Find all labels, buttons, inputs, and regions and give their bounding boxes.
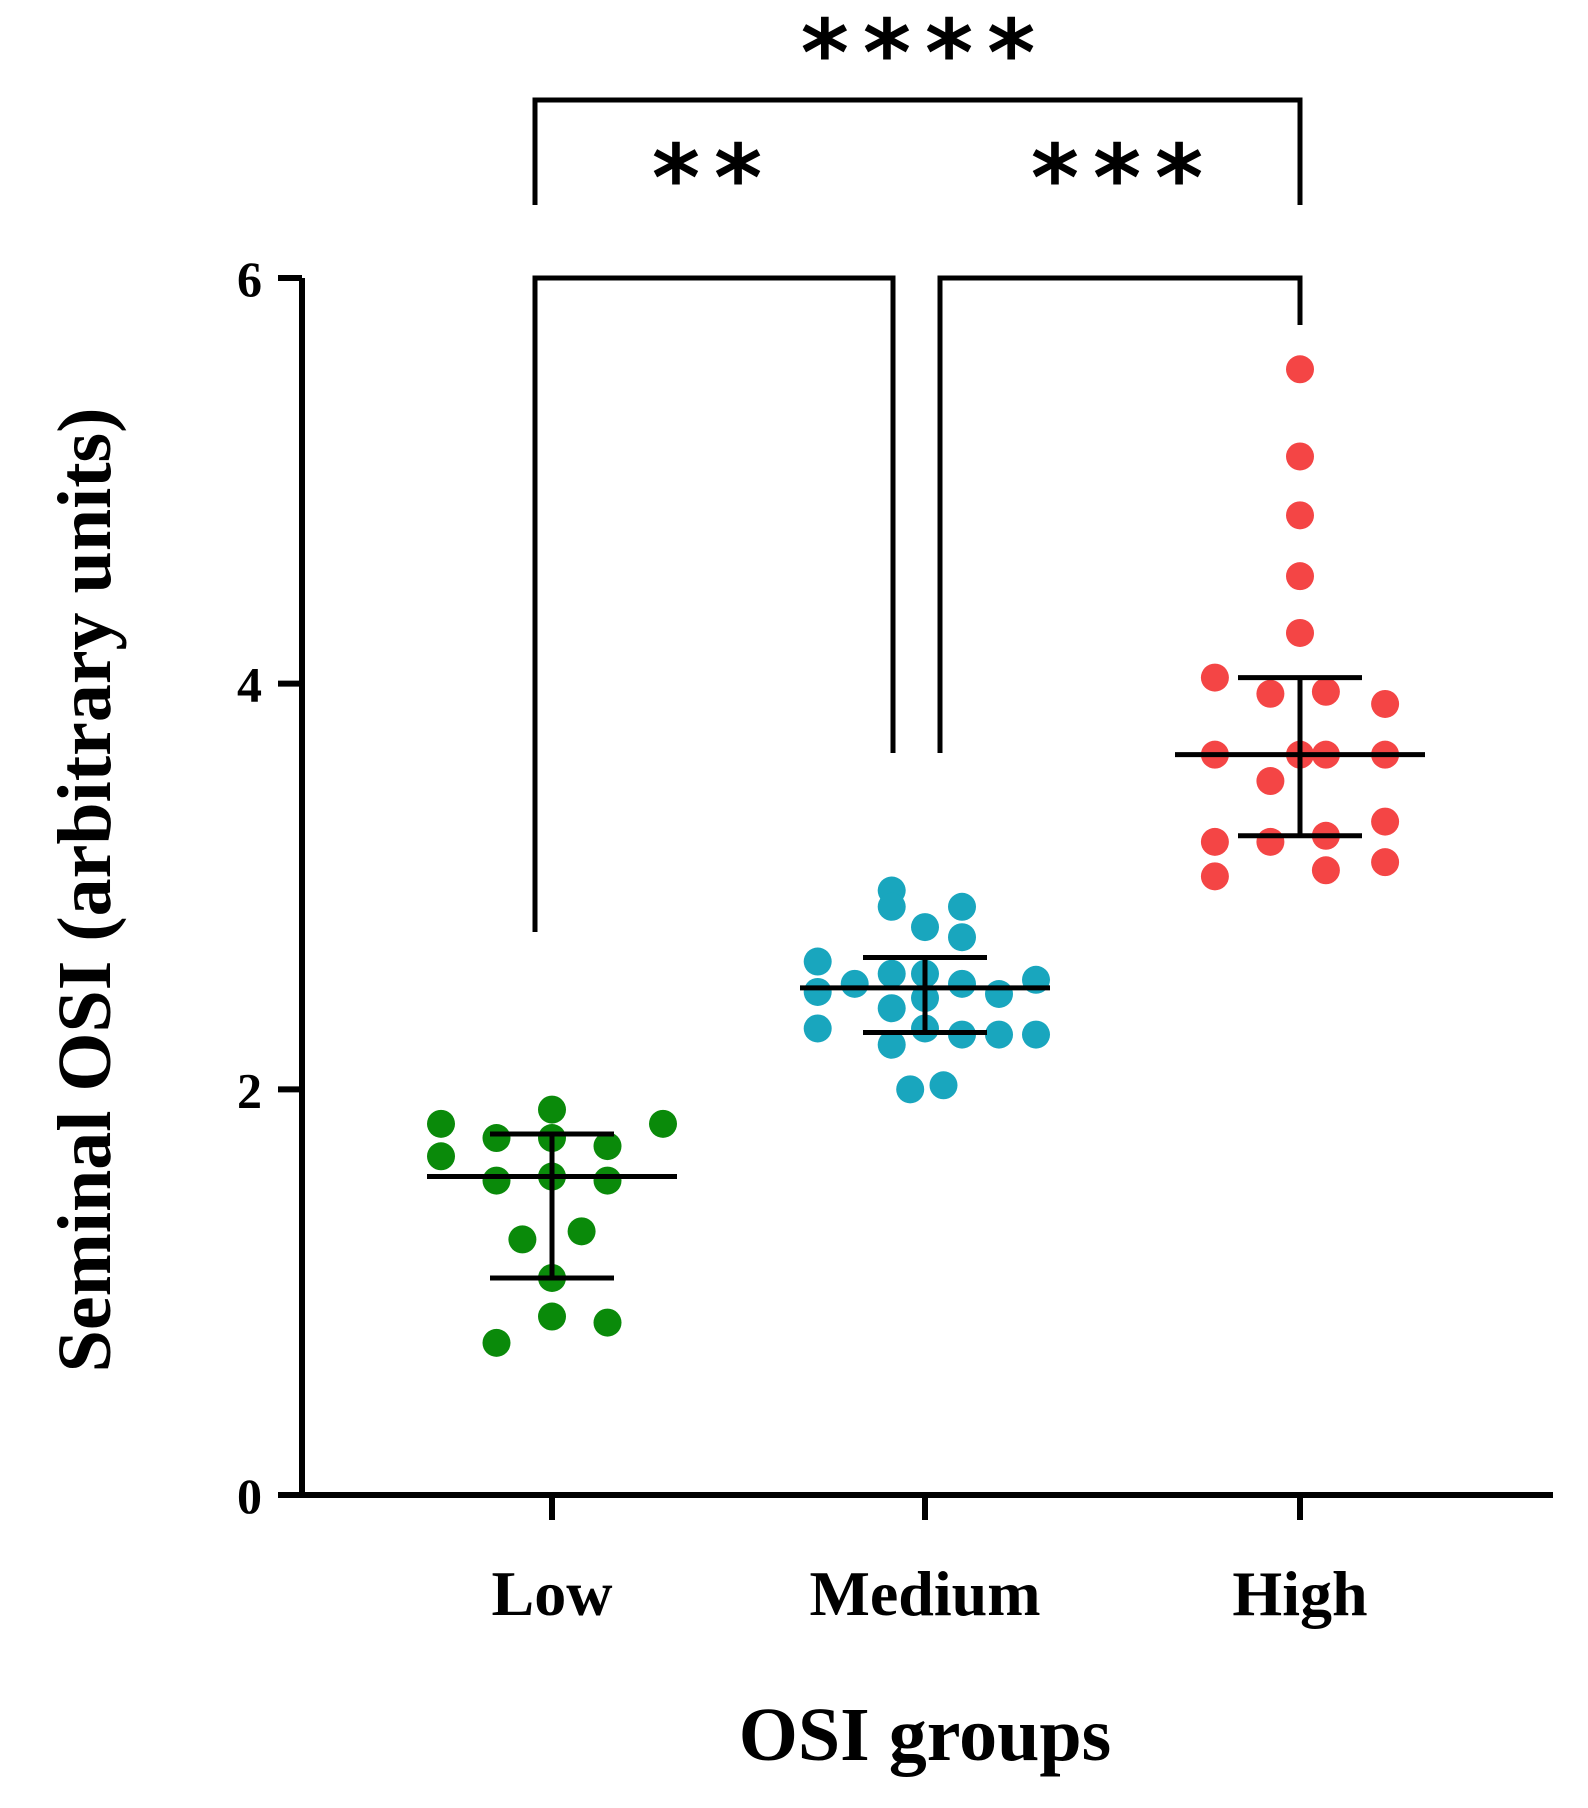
significance-bracket-medium-high — [937, 275, 1303, 753]
data-point-medium-21 — [1022, 1020, 1050, 1049]
x-tick-label-low: Low — [492, 1558, 613, 1629]
data-point-high-11 — [1256, 767, 1285, 796]
data-point-medium-17 — [877, 1030, 906, 1059]
data-point-low-1 — [427, 1109, 455, 1138]
data-point-high-21 — [1371, 848, 1400, 877]
data-point-medium-4 — [911, 913, 939, 942]
x-tick-label-high: High — [1232, 1558, 1367, 1629]
significance-bracket-low-high-label: **** — [801, 0, 1049, 107]
significance-bracket-low-medium-label: ** — [652, 125, 776, 232]
data-point-low-7 — [427, 1142, 455, 1171]
y-axis-title: Seminal OSI (arbitrary units) — [43, 408, 127, 1373]
data-point-medium-16 — [803, 1014, 832, 1043]
y-tick-label-2: 2 — [237, 1062, 262, 1118]
data-point-high-2 — [1286, 442, 1314, 471]
data-point-low-2 — [649, 1109, 677, 1138]
data-point-low-11 — [567, 1217, 596, 1246]
data-point-high-7 — [1256, 679, 1285, 708]
data-point-medium-2 — [948, 892, 976, 921]
y-tick-label-6: 6 — [237, 251, 262, 307]
data-point-medium-3 — [877, 892, 906, 921]
data-point-medium-13 — [803, 977, 832, 1006]
data-point-high-17 — [1256, 827, 1285, 856]
data-point-high-9 — [1371, 689, 1400, 718]
data-point-high-15 — [1371, 807, 1400, 836]
data-point-medium-20 — [985, 1020, 1013, 1049]
data-point-medium-23 — [929, 1071, 958, 1100]
data-point-low-8 — [482, 1166, 511, 1195]
data-point-high-4 — [1286, 562, 1314, 591]
data-point-low-10 — [593, 1166, 622, 1195]
significance-bracket-medium-high-label: *** — [1031, 125, 1217, 232]
significance-bracket-low-medium — [532, 275, 896, 932]
data-point-high-3 — [1286, 501, 1314, 530]
data-point-medium-6 — [803, 947, 832, 976]
data-point-low-12 — [508, 1225, 537, 1254]
data-point-low-16 — [482, 1328, 511, 1357]
data-point-high-1 — [1286, 355, 1314, 384]
data-point-medium-10 — [948, 969, 976, 998]
significance-bracket-low-high — [532, 97, 1303, 205]
y-tick-label-4: 4 — [237, 657, 262, 713]
data-point-high-19 — [1200, 862, 1229, 891]
data-point-high-16 — [1200, 827, 1229, 856]
data-point-low-4 — [482, 1124, 511, 1153]
data-point-low-6 — [593, 1132, 622, 1161]
data-point-high-20 — [1311, 856, 1340, 885]
data-point-high-5 — [1286, 618, 1314, 647]
x-tick-label-medium: Medium — [809, 1558, 1040, 1629]
data-point-medium-7 — [840, 969, 869, 998]
data-point-low-3 — [538, 1095, 566, 1124]
data-point-medium-11 — [985, 980, 1013, 1009]
data-point-low-14 — [538, 1302, 566, 1331]
data-point-high-6 — [1200, 663, 1229, 692]
data-point-medium-22 — [896, 1075, 925, 1104]
data-point-high-8 — [1311, 677, 1340, 706]
data-point-medium-5 — [948, 923, 976, 952]
y-tick-label-0: 0 — [237, 1468, 262, 1524]
x-axis-title: OSI groups — [739, 1693, 1111, 1777]
data-point-low-15 — [593, 1308, 622, 1337]
data-point-medium-14 — [877, 994, 906, 1023]
data-point-medium-8 — [877, 959, 906, 988]
